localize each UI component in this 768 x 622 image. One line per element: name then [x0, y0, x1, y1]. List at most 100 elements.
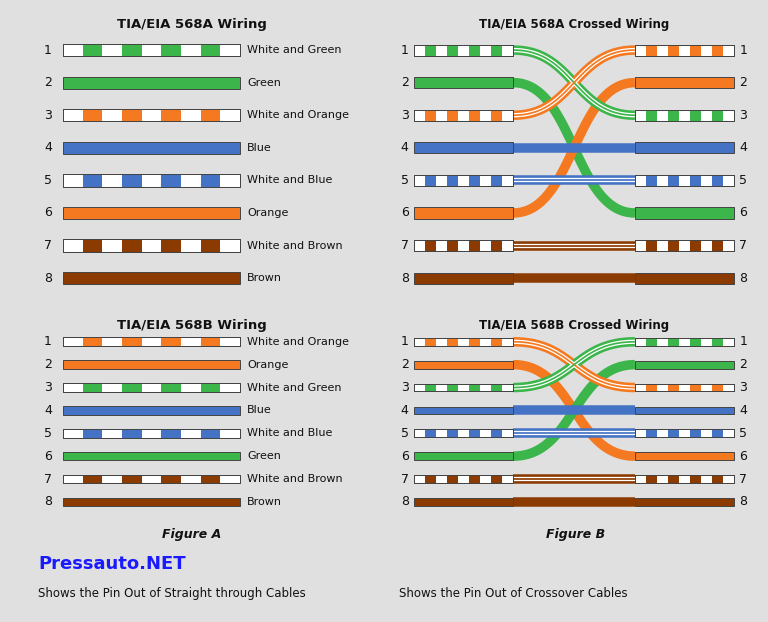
- Bar: [635, 475, 733, 483]
- Bar: [635, 452, 733, 460]
- Bar: [469, 175, 480, 186]
- Text: 1: 1: [44, 335, 52, 348]
- Bar: [646, 109, 657, 121]
- Bar: [690, 429, 700, 437]
- Bar: [492, 429, 502, 437]
- Text: 8: 8: [401, 272, 409, 285]
- Text: White and Green: White and Green: [247, 45, 342, 55]
- Bar: [492, 338, 502, 346]
- Text: 3: 3: [401, 109, 409, 122]
- Text: 8: 8: [740, 495, 747, 508]
- Bar: [712, 338, 723, 346]
- Text: White and Green: White and Green: [247, 383, 342, 392]
- Bar: [712, 45, 723, 55]
- Bar: [415, 407, 513, 414]
- Bar: [492, 384, 502, 391]
- Bar: [635, 338, 733, 346]
- Text: 1: 1: [401, 44, 409, 57]
- Bar: [646, 175, 657, 186]
- Bar: [63, 360, 240, 369]
- Bar: [469, 384, 480, 391]
- Bar: [415, 384, 513, 391]
- Bar: [415, 475, 513, 483]
- Bar: [415, 429, 513, 437]
- Bar: [122, 239, 141, 252]
- Bar: [635, 175, 733, 186]
- Bar: [425, 175, 436, 186]
- Bar: [63, 452, 240, 460]
- Bar: [415, 77, 513, 88]
- Text: Figure A: Figure A: [162, 528, 222, 541]
- Text: 4: 4: [740, 141, 747, 154]
- Bar: [200, 475, 220, 483]
- Bar: [415, 109, 513, 121]
- Bar: [492, 109, 502, 121]
- Bar: [690, 475, 700, 483]
- Bar: [469, 338, 480, 346]
- Bar: [712, 429, 723, 437]
- Bar: [635, 45, 733, 55]
- Text: 7: 7: [44, 239, 52, 252]
- Bar: [712, 475, 723, 483]
- Bar: [200, 239, 220, 252]
- Bar: [447, 45, 458, 55]
- Bar: [161, 44, 181, 56]
- Text: 3: 3: [740, 109, 747, 122]
- Bar: [668, 175, 679, 186]
- Text: Figure B: Figure B: [547, 528, 605, 541]
- Bar: [415, 338, 513, 346]
- Text: 4: 4: [401, 141, 409, 154]
- Bar: [469, 429, 480, 437]
- Text: 5: 5: [44, 174, 52, 187]
- Bar: [425, 384, 436, 391]
- Bar: [635, 142, 733, 154]
- Text: 8: 8: [740, 272, 747, 285]
- Text: 7: 7: [740, 239, 747, 252]
- Bar: [668, 240, 679, 251]
- Bar: [635, 272, 733, 284]
- Bar: [415, 361, 513, 369]
- Bar: [646, 45, 657, 55]
- Bar: [63, 338, 240, 346]
- Bar: [415, 175, 513, 186]
- Bar: [635, 109, 733, 121]
- Bar: [690, 240, 700, 251]
- Bar: [635, 45, 733, 55]
- Text: White and Blue: White and Blue: [247, 175, 333, 185]
- Text: TIA/EIA 568A Crossed Wiring: TIA/EIA 568A Crossed Wiring: [479, 18, 669, 31]
- Bar: [415, 45, 513, 55]
- Bar: [635, 429, 733, 437]
- Bar: [83, 174, 102, 187]
- Bar: [200, 44, 220, 56]
- Text: 1: 1: [740, 335, 747, 348]
- Text: 3: 3: [44, 381, 52, 394]
- Bar: [63, 207, 240, 219]
- Text: Green: Green: [247, 78, 281, 88]
- Bar: [161, 338, 181, 346]
- Text: 6: 6: [740, 207, 747, 220]
- Bar: [122, 109, 141, 121]
- Text: 2: 2: [401, 76, 409, 89]
- Bar: [63, 383, 240, 392]
- Bar: [83, 44, 102, 56]
- Bar: [83, 383, 102, 392]
- Text: Blue: Blue: [247, 143, 272, 153]
- Bar: [63, 429, 240, 438]
- Bar: [63, 174, 240, 187]
- Text: White and Orange: White and Orange: [247, 337, 349, 347]
- Bar: [63, 109, 240, 121]
- Bar: [200, 383, 220, 392]
- Bar: [200, 109, 220, 121]
- Bar: [469, 240, 480, 251]
- Bar: [635, 361, 733, 369]
- Bar: [161, 383, 181, 392]
- Bar: [63, 475, 240, 483]
- Text: White and Brown: White and Brown: [247, 474, 343, 484]
- Bar: [122, 383, 141, 392]
- Bar: [63, 475, 240, 483]
- Bar: [415, 384, 513, 391]
- Text: Brown: Brown: [247, 497, 283, 507]
- Bar: [63, 338, 240, 346]
- Bar: [425, 109, 436, 121]
- Bar: [668, 109, 679, 121]
